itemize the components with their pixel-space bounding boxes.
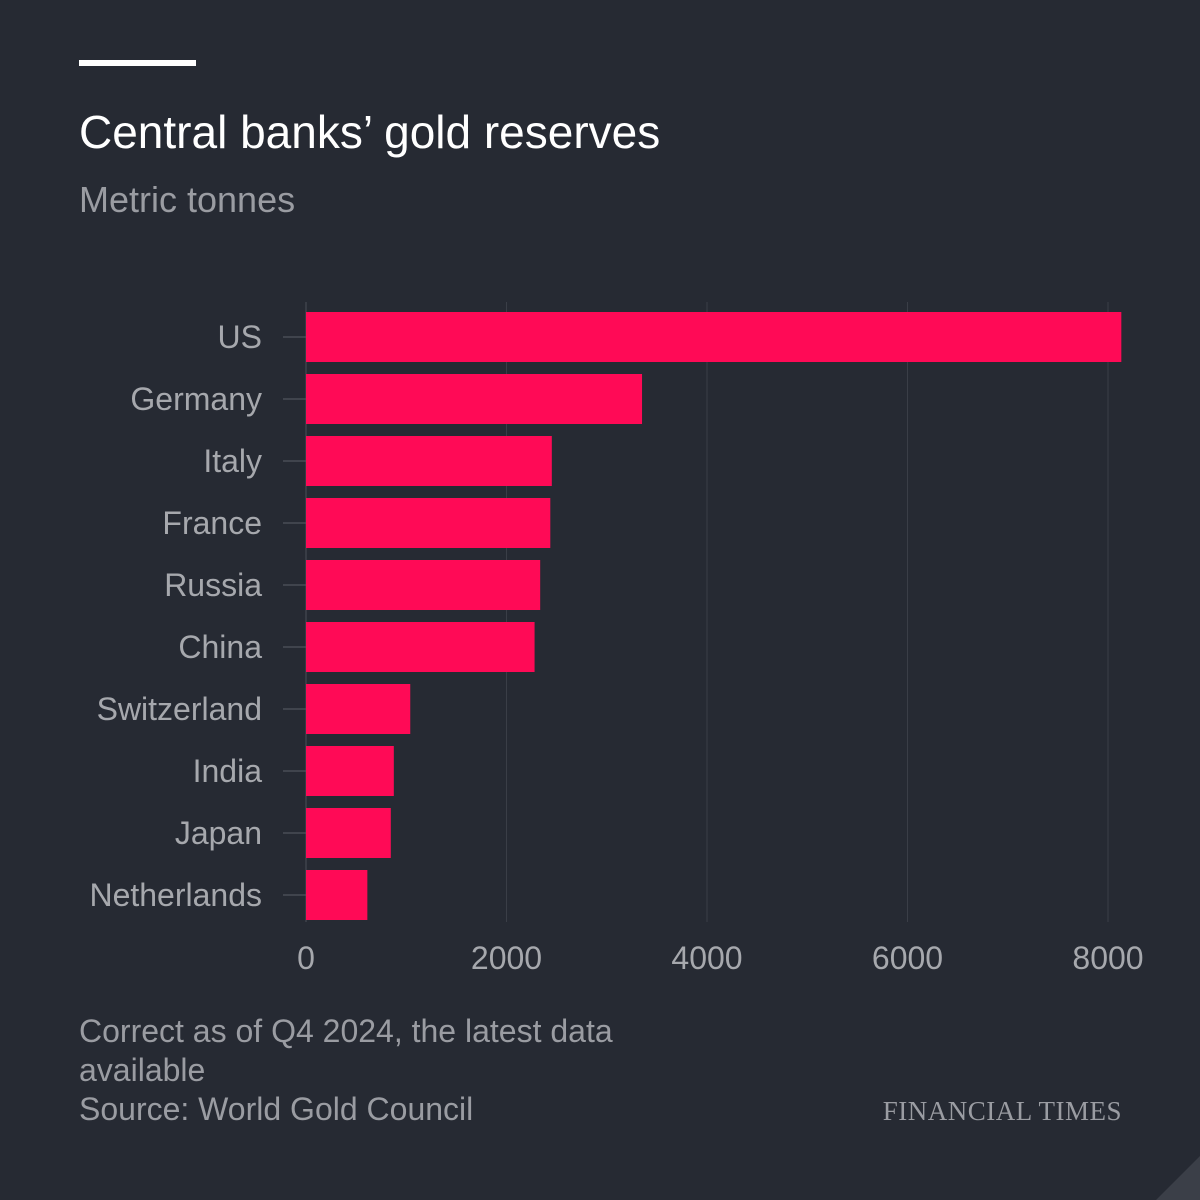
- top-accent-rule: [79, 60, 196, 66]
- chart-title: Central banks’ gold reserves: [79, 106, 661, 158]
- x-tick-label: 0: [297, 940, 315, 976]
- bar-italy: [306, 436, 552, 486]
- category-label: Japan: [175, 815, 262, 851]
- category-label: Italy: [203, 443, 262, 479]
- category-label: US: [218, 319, 262, 355]
- category-label: France: [162, 505, 262, 541]
- chart-subtitle: Metric tonnes: [79, 179, 296, 220]
- x-tick-label: 2000: [471, 940, 542, 976]
- bar-russia: [306, 560, 541, 610]
- bar-us: [306, 312, 1122, 362]
- bar-netherlands: [306, 870, 368, 920]
- source-note: Source: World Gold Council: [79, 1091, 474, 1127]
- x-tick-label: 4000: [671, 940, 742, 976]
- ft-logo: FINANCIAL TIMES: [882, 1096, 1122, 1126]
- bar-france: [306, 498, 551, 548]
- category-label: India: [193, 753, 263, 789]
- bar-chart: US Germany Italy France Russia China Switzerla…: [89, 302, 1144, 976]
- bar-china: [306, 622, 535, 672]
- category-label: Germany: [130, 381, 262, 417]
- bar-india: [306, 746, 394, 796]
- corner-fold-icon: [1156, 1156, 1200, 1200]
- category-label: Switzerland: [97, 691, 262, 727]
- category-label: Netherlands: [89, 877, 262, 913]
- category-label: Russia: [164, 567, 262, 603]
- bar-germany: [306, 374, 643, 424]
- category-label: China: [178, 629, 262, 665]
- bar-switzerland: [306, 684, 411, 734]
- bar-japan: [306, 808, 391, 858]
- footnote: Correct as of Q4 2024, the latest data a…: [79, 1013, 613, 1088]
- x-tick-label: 8000: [1072, 940, 1143, 976]
- x-tick-label: 6000: [872, 940, 943, 976]
